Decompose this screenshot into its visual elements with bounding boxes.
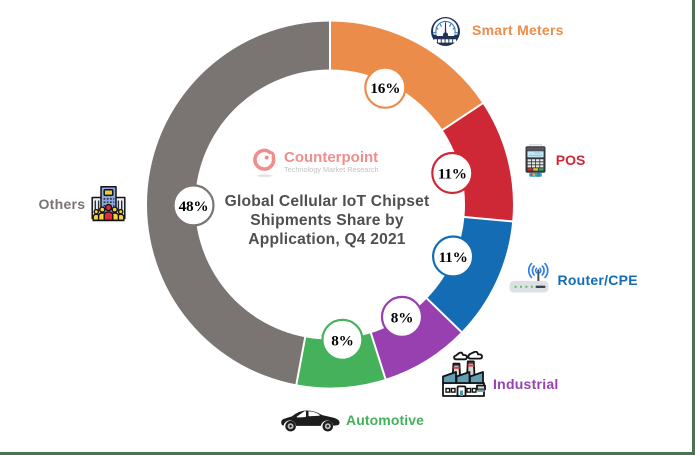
donut-segment-smart-meters bbox=[330, 21, 483, 130]
segment-separator bbox=[423, 294, 465, 336]
legend-label-others: Others bbox=[38, 195, 86, 212]
donut-segment-industrial bbox=[370, 298, 462, 379]
segment-separator bbox=[460, 215, 517, 223]
value-badge-label: 8% bbox=[331, 332, 353, 349]
legend-automotive: Automotive bbox=[280, 407, 460, 433]
brand-block: Counterpoint Technology Market Research bbox=[253, 148, 413, 178]
value-badge-label: 16% bbox=[370, 80, 400, 97]
pos-terminal-icon bbox=[525, 144, 546, 182]
smart-meter-gauge-icon bbox=[431, 16, 460, 52]
value-badge bbox=[380, 295, 424, 338]
value-badge bbox=[364, 66, 407, 109]
factory-icon bbox=[441, 350, 486, 403]
value-badge-label: 8% bbox=[391, 309, 413, 326]
chart-title: Global Cellular IoT Chipset Shipments Sh… bbox=[177, 193, 477, 250]
value-badge bbox=[321, 318, 364, 361]
car-icon bbox=[280, 407, 342, 438]
legend-label-router-cpe: Router/CPE bbox=[557, 272, 638, 288]
legend-label-industrial: Industrial bbox=[493, 376, 559, 393]
value-badge bbox=[432, 235, 475, 278]
value-badge-label: 48% bbox=[179, 198, 209, 215]
legend-label-pos: POS bbox=[555, 152, 586, 169]
page-frame-right bbox=[692, 0, 695, 455]
donut-segment-others bbox=[147, 21, 330, 385]
legend-router-cpe: Router/CPE bbox=[509, 262, 669, 294]
counterpoint-logo-icon bbox=[253, 148, 277, 183]
chart-title-line1: Global Cellular IoT Chipset bbox=[224, 193, 430, 211]
legend-label-smart-meters: Smart Meters bbox=[472, 22, 564, 39]
chart-title-line3: Application, Q4 2021 bbox=[248, 231, 406, 248]
donut-segment-pos bbox=[442, 103, 514, 222]
legend-label-automotive: Automotive bbox=[346, 411, 424, 428]
segment-separator bbox=[368, 329, 388, 384]
chart-title-line2: Shipments Share by bbox=[250, 212, 404, 230]
value-badge-label: 11% bbox=[438, 165, 467, 182]
legend-pos: POS bbox=[525, 144, 645, 178]
legend-others: Others bbox=[36, 185, 126, 222]
legend-smart-meters: Smart Meters bbox=[431, 16, 631, 48]
donut-segment-router-cpe bbox=[426, 216, 513, 332]
segment-separator bbox=[294, 333, 307, 389]
value-badge bbox=[172, 184, 215, 227]
segment-separator bbox=[438, 100, 487, 133]
page-frame-bottom bbox=[0, 452, 695, 455]
value-badge bbox=[431, 151, 474, 195]
brand-text: Counterpoint Technology Market Research bbox=[284, 150, 379, 173]
brand-name: Counterpoint bbox=[284, 149, 379, 166]
router-icon bbox=[509, 262, 549, 298]
building-crowd-icon bbox=[91, 185, 126, 227]
value-badge-label: 11% bbox=[439, 249, 468, 266]
brand-tagline: Technology Market Research bbox=[284, 164, 379, 174]
legend-industrial: Industrial bbox=[441, 350, 591, 398]
